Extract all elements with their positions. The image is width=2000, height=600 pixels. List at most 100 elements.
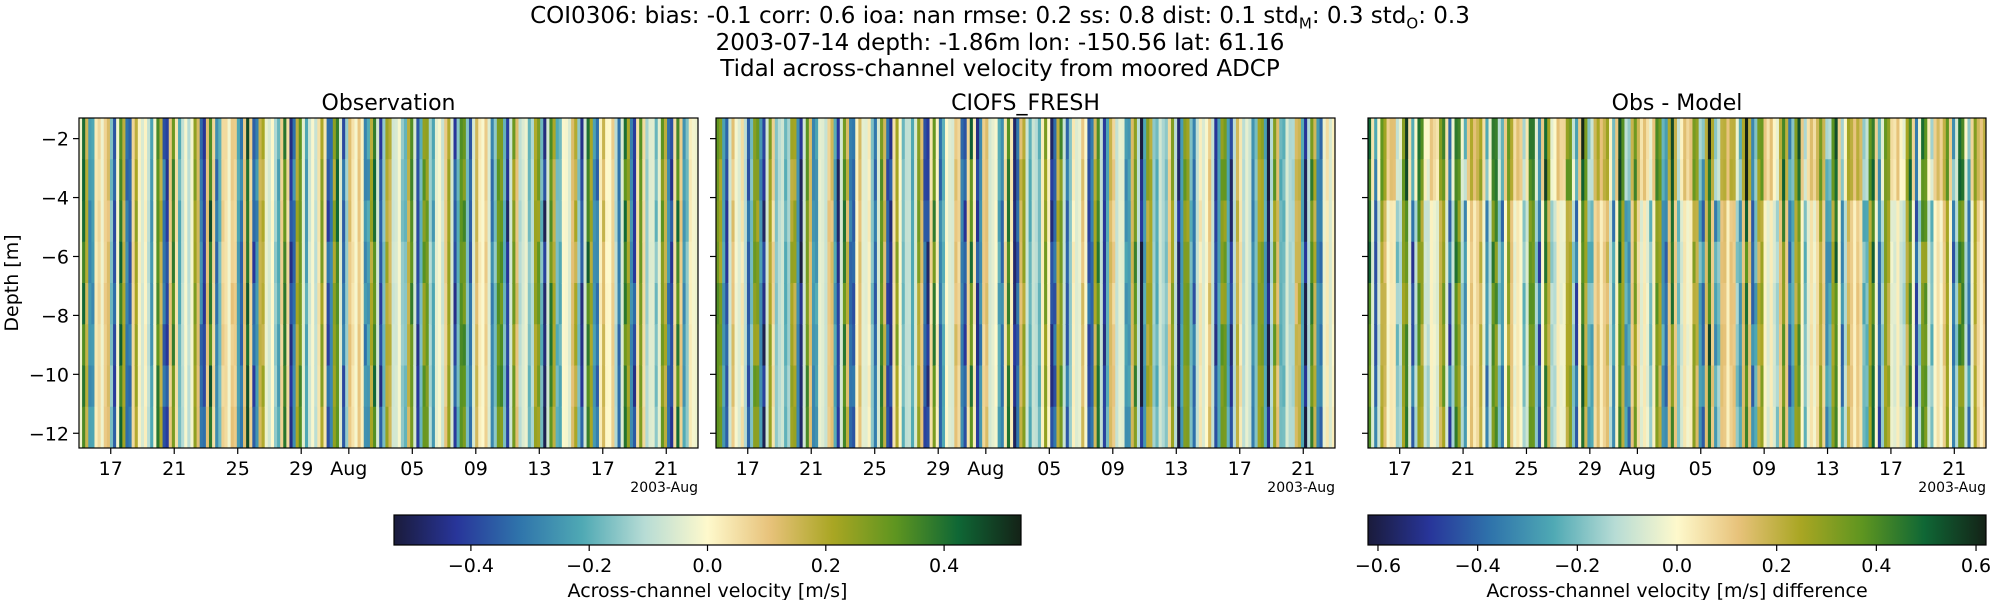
heatmap-cell (1432, 200, 1437, 243)
heatmap-cell (1602, 241, 1607, 284)
heatmap-cell (1300, 241, 1305, 284)
heatmap-cell (1130, 159, 1135, 202)
heatmap-cell (79, 324, 83, 367)
heatmap-cell (740, 200, 745, 243)
heatmap-cell (1257, 200, 1262, 243)
heatmap-cell (1053, 324, 1058, 367)
heatmap-cell (645, 118, 650, 160)
heatmap-cell (1683, 406, 1687, 448)
heatmap-cell (1121, 200, 1126, 243)
heatmap-cell (1744, 324, 1749, 367)
heatmap-cell (1840, 406, 1845, 448)
heatmap-cell (805, 283, 810, 325)
heatmap-cell (1717, 241, 1721, 284)
heatmap-cell (997, 324, 1002, 367)
heatmap-cell (543, 159, 547, 202)
heatmap-cell (1102, 324, 1107, 367)
heatmap-cell (679, 200, 684, 243)
heatmap-cell (1118, 118, 1123, 160)
heatmap-cell (171, 241, 176, 284)
heatmap-cell (972, 200, 977, 243)
heatmap-cell (1186, 159, 1191, 202)
heatmap-cell (1964, 241, 1969, 284)
heatmap-cell (215, 406, 219, 448)
heatmap-cell (1485, 283, 1490, 325)
heatmap-cell (1939, 406, 1944, 448)
heatmap-cell (1201, 324, 1206, 367)
heatmap-cell (1701, 324, 1706, 367)
heatmap-cell (137, 283, 142, 325)
heatmap-cell (1859, 283, 1863, 325)
heatmap-cell (1516, 365, 1521, 408)
heatmap-cell (208, 200, 213, 243)
heatmap-cell (1948, 324, 1953, 367)
heatmap-cell (1460, 241, 1465, 284)
heatmap-cell (743, 365, 748, 408)
heatmap-cell (122, 159, 127, 202)
heatmap-cell (629, 406, 634, 448)
heatmap-cell (1834, 118, 1839, 160)
heatmap-cell (416, 324, 421, 367)
heatmap-cell (400, 241, 405, 284)
heatmap-cell (1276, 200, 1280, 243)
heatmap-cell (1976, 118, 1981, 160)
heatmap-cell (1646, 241, 1650, 284)
heatmap-cell (490, 200, 495, 243)
heatmap-cell (592, 283, 597, 325)
heatmap-cell (1782, 159, 1786, 202)
heatmap-cell (598, 241, 603, 284)
heatmap-cell (1279, 406, 1283, 448)
heatmap-cell (1432, 118, 1437, 160)
colorbar-tick-label: −0.4 (448, 555, 494, 577)
heatmap-cell (190, 283, 195, 325)
heatmap-cell (966, 406, 971, 448)
heatmap-cell (499, 241, 504, 284)
heatmap-cell (1970, 365, 1975, 408)
heatmap-cell (267, 159, 272, 202)
heatmap-cell (1211, 324, 1215, 367)
heatmap-cell (202, 159, 207, 202)
heatmap-cell (608, 159, 612, 202)
heatmap-cell (1754, 365, 1758, 408)
heatmap-cell (691, 118, 696, 160)
heatmap-cell (870, 324, 875, 367)
heatmap-cell (1445, 200, 1449, 243)
heatmap-cell (608, 283, 612, 325)
heatmap-cell (1850, 406, 1854, 448)
heatmap-cell (1189, 283, 1194, 325)
heatmap-cell (895, 324, 900, 367)
heatmap-cell (589, 365, 594, 408)
heatmap-cell (1328, 241, 1333, 284)
heatmap-cell (642, 324, 646, 367)
heatmap-cell (326, 406, 331, 448)
heatmap-cell (1581, 159, 1585, 202)
heatmap-cell (496, 324, 501, 367)
heatmap-cells-1 (716, 118, 1335, 448)
heatmap-cell (1701, 406, 1706, 448)
heatmap-cell (338, 365, 343, 408)
heatmap-cell (796, 241, 801, 284)
heatmap-cell (985, 365, 989, 408)
heatmap-cell (1245, 365, 1249, 408)
heatmap-cell (230, 118, 235, 160)
heatmap-cell (1525, 200, 1530, 243)
heatmap-cell (1896, 118, 1901, 160)
heatmap-cell (1198, 118, 1203, 160)
heatmap-cell (648, 283, 653, 325)
x-tick-label: 09 (464, 458, 488, 480)
heatmap-cell (292, 200, 297, 243)
heatmap-cell (904, 118, 909, 160)
heatmap-cell (1000, 324, 1005, 367)
heatmap-cell (144, 324, 148, 367)
heatmap-cell (1769, 159, 1774, 202)
heatmap-cell (676, 324, 681, 367)
heatmap-cell (1053, 118, 1058, 160)
heatmap-cell (796, 283, 801, 325)
heatmap-cell (202, 200, 207, 243)
heatmap-cell (475, 406, 479, 448)
heatmap-cell (1285, 200, 1290, 243)
heatmap-cell (1491, 406, 1496, 448)
heatmap-cell (1797, 324, 1802, 367)
heatmap-cell (774, 241, 779, 284)
heatmap-cell (1541, 283, 1545, 325)
